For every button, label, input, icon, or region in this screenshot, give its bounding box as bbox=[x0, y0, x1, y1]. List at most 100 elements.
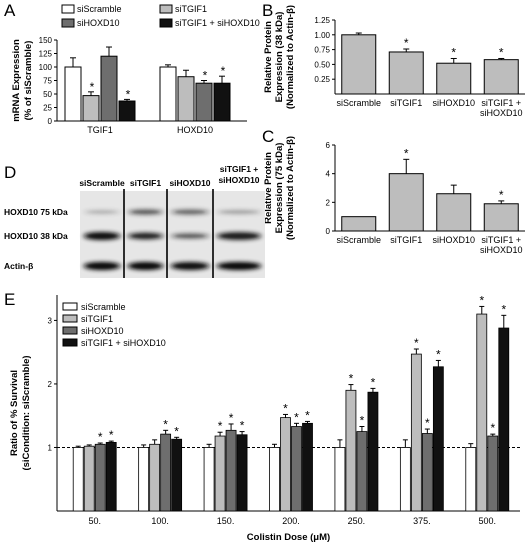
panel-letter-a: A bbox=[4, 1, 16, 20]
blot-band-core bbox=[175, 263, 205, 269]
blot-band-core bbox=[88, 210, 116, 214]
panel-b-bar bbox=[483, 59, 519, 95]
panel-e-y-tick-label: 2 bbox=[48, 380, 53, 389]
panel-a-star: * bbox=[221, 64, 226, 78]
panel-c-bar bbox=[436, 193, 472, 232]
panel-e-bar bbox=[399, 447, 411, 512]
panel-e-bar bbox=[94, 443, 106, 512]
panel-e-category-label: 200. bbox=[282, 516, 300, 526]
panel-a-bar bbox=[64, 66, 82, 122]
panel-e-star: * bbox=[240, 419, 245, 433]
panel-e-bar bbox=[421, 433, 433, 512]
panel-e-bar bbox=[138, 447, 150, 512]
panel-e-bar bbox=[291, 426, 302, 512]
panel-e-star: * bbox=[501, 302, 506, 316]
blot-band-core bbox=[132, 263, 159, 269]
panel-a-star: * bbox=[90, 80, 95, 94]
panel-b-y-tick-label: 1.00 bbox=[314, 31, 330, 40]
panel-b-category-label-line-0: siTGIF1 + bbox=[481, 98, 521, 108]
panel-e-star: * bbox=[174, 424, 179, 438]
blot-band-core bbox=[88, 233, 116, 239]
panel-c-y-tick-label: 6 bbox=[326, 141, 331, 150]
panel-a-chart: 0 25 50 75 100 125 150 mRNA Expression (% of siS… bbox=[11, 4, 260, 135]
panel-b-y-label-line-2: (Normalized to Actin-β) bbox=[285, 5, 296, 109]
panel-e-star: * bbox=[490, 421, 495, 435]
panel-a-legend-swatch bbox=[61, 4, 75, 14]
panel-e-star: * bbox=[360, 414, 365, 428]
panel-a-legend-label: siTGIF1 + siHOXD10 bbox=[175, 18, 260, 28]
panel-c-y-label-line-2: (Normalized to Actin-β) bbox=[285, 136, 296, 240]
panel-e-bar bbox=[487, 435, 499, 512]
panel-a-legend-label: siScramble bbox=[77, 4, 122, 14]
panel-b-y-label-line-1: Expression (38 kDa) bbox=[274, 12, 285, 103]
panel-e-chart: 1 2 3 Ratio of % Survival (siCondition: siSc… bbox=[9, 293, 520, 543]
panel-e-star: * bbox=[349, 372, 354, 386]
panel-e-star: * bbox=[479, 293, 484, 307]
panel-a-y-label-line-1: (% of siScramble) bbox=[23, 41, 34, 121]
panel-a-bar bbox=[195, 82, 213, 122]
panel-e-legend-label: siHOXD10 bbox=[81, 326, 124, 336]
panel-b-chart: 0.25 0.50 0.75 1.00 1.25 Relative Protein Expr… bbox=[263, 5, 525, 118]
panel-a-bar bbox=[118, 100, 136, 122]
panel-e-star: * bbox=[283, 401, 288, 415]
panel-e-star: * bbox=[218, 419, 223, 433]
panel-e-bar bbox=[203, 447, 215, 512]
panel-e-legend-swatch bbox=[62, 326, 78, 335]
panel-a-y-tick-label: 150 bbox=[39, 36, 53, 45]
panel-c-category-label-line-0: siHOXD10 bbox=[432, 235, 475, 245]
panel-c-category-label-line-0: siTGIF1 + bbox=[481, 235, 521, 245]
panel-e-x-label: Colistin Dose (μM) bbox=[247, 532, 330, 543]
panel-b-y-tick-label: 1.25 bbox=[314, 16, 330, 25]
panel-a-category-label: TGIF1 bbox=[87, 125, 113, 135]
panel-e-y-tick-label: 3 bbox=[48, 316, 53, 325]
panel-e-bar bbox=[236, 434, 248, 512]
panel-e-legend-label: siTGIF1 bbox=[81, 314, 113, 324]
panel-e-category-label: 500. bbox=[479, 516, 497, 526]
panel-e-star: * bbox=[109, 428, 114, 442]
panel-e-bar bbox=[498, 327, 510, 512]
panel-e-bar bbox=[83, 445, 95, 512]
panel-e-star: * bbox=[305, 408, 310, 422]
panel-c-star: * bbox=[404, 146, 409, 160]
panel-e-bar bbox=[432, 366, 444, 512]
panel-c-y-label-line-0: Relative Protein bbox=[263, 152, 274, 224]
panel-e-category-label: 375. bbox=[413, 516, 431, 526]
panel-c-bar bbox=[341, 216, 377, 232]
panel-a-bar bbox=[100, 55, 118, 122]
panel-e-y-tick-label: 1 bbox=[48, 443, 53, 452]
panel-b-category-label-line-0: siTGIF1 bbox=[390, 98, 422, 108]
blot-row-label: HOXD10 75 kDa bbox=[4, 207, 68, 217]
panel-e-category-label: 250. bbox=[348, 516, 366, 526]
panel-e-bar bbox=[269, 447, 280, 512]
panel-c-star: * bbox=[499, 188, 504, 202]
panel-a-y-tick-label: 100 bbox=[39, 63, 53, 72]
panel-a-y-tick-label: 50 bbox=[43, 90, 52, 99]
blot-column-label: siHOXD10 bbox=[169, 178, 210, 188]
panel-e-legend-swatch bbox=[62, 302, 78, 311]
panel-e-bar bbox=[410, 353, 422, 512]
blot-row-label: Actin-β bbox=[4, 261, 33, 271]
panel-e-bar bbox=[334, 447, 346, 512]
panel-c-chart: 0 2 4 6 Relative Protein Expression (75 kDa)(… bbox=[263, 136, 525, 255]
panel-a-legend-label: siHOXD10 bbox=[77, 18, 120, 28]
panel-a-y-label-line-0: mRNA Expression bbox=[11, 39, 22, 122]
panel-c-y-tick-label: 4 bbox=[326, 170, 331, 179]
panel-e-y-label-line-1: (siCondition: siScramble) bbox=[21, 355, 32, 470]
panel-b-y-label-line-0: Relative Protein bbox=[263, 21, 274, 93]
panel-e-bar bbox=[149, 443, 161, 512]
panel-b-category-label-line-0: siHOXD10 bbox=[432, 98, 475, 108]
panel-e-star: * bbox=[163, 417, 168, 431]
panel-b-y-tick-label: 0.75 bbox=[314, 46, 330, 55]
panel-e-bar bbox=[280, 417, 291, 512]
blot-column-label: siTGIF1 bbox=[130, 178, 161, 188]
panel-e-legend-swatch bbox=[62, 338, 78, 347]
panel-a-bar bbox=[213, 82, 231, 122]
panel-e-bar bbox=[356, 431, 368, 512]
panel-b-bar bbox=[436, 62, 472, 95]
panel-e-bar bbox=[160, 433, 172, 512]
panel-letter-b: B bbox=[262, 1, 273, 20]
panel-e-star: * bbox=[414, 336, 419, 350]
panel-a-legend-swatch bbox=[159, 4, 173, 14]
panel-c-category-label-line-0: siScramble bbox=[336, 235, 381, 245]
blot-column-label: siTGIF1 + bbox=[220, 164, 259, 174]
